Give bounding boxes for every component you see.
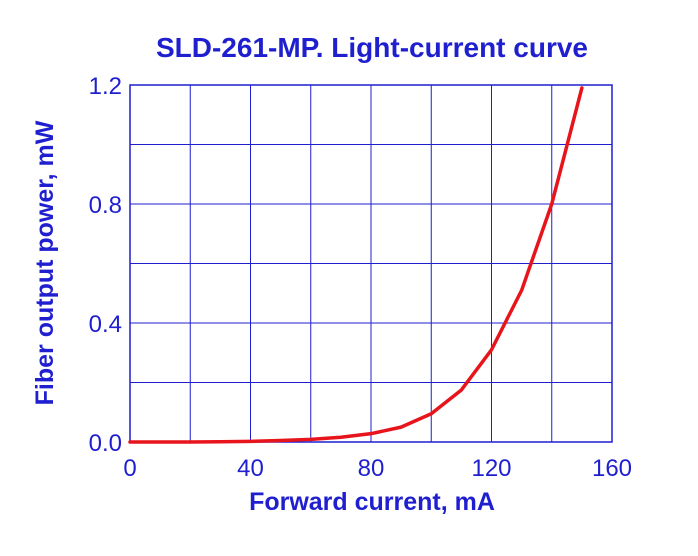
series-layer <box>128 86 584 444</box>
data-point <box>399 425 403 429</box>
data-point <box>430 412 433 415</box>
x-tick-label: 160 <box>592 455 632 482</box>
light-current-curve <box>128 86 584 444</box>
x-tick-label: 80 <box>358 455 385 482</box>
data-point <box>460 388 463 392</box>
x-axis-label: Forward current, mA <box>249 488 495 516</box>
y-tick-label: 0.4 <box>89 311 122 338</box>
data-point <box>369 432 373 435</box>
x-tick-label: 120 <box>471 455 511 482</box>
x-tick-label: 40 <box>237 455 264 482</box>
data-point <box>189 440 192 444</box>
data-point <box>339 436 343 439</box>
y-tick-label: 0.0 <box>89 430 122 457</box>
grid-lines <box>130 85 612 442</box>
data-point <box>279 439 282 442</box>
y-axis-label: Fiber output power, mW <box>31 120 59 405</box>
data-point <box>249 440 252 443</box>
data-point <box>128 440 132 444</box>
plot-area-frame <box>129 84 613 443</box>
data-point <box>309 438 312 441</box>
tick-labels: 0 40 80 120 160 0.0 0.4 0.8 1.2 <box>89 73 632 482</box>
data-point <box>580 86 584 90</box>
y-tick-label: 1.2 <box>89 73 122 100</box>
data-point <box>550 202 553 206</box>
data-point <box>219 440 222 443</box>
data-point <box>520 289 523 292</box>
chart-title: SLD-261-MP. Light-current curve <box>156 32 588 63</box>
x-tick-label: 0 <box>123 455 136 482</box>
y-tick-label: 0.8 <box>89 192 122 219</box>
data-point <box>490 348 493 351</box>
data-point <box>158 440 162 444</box>
